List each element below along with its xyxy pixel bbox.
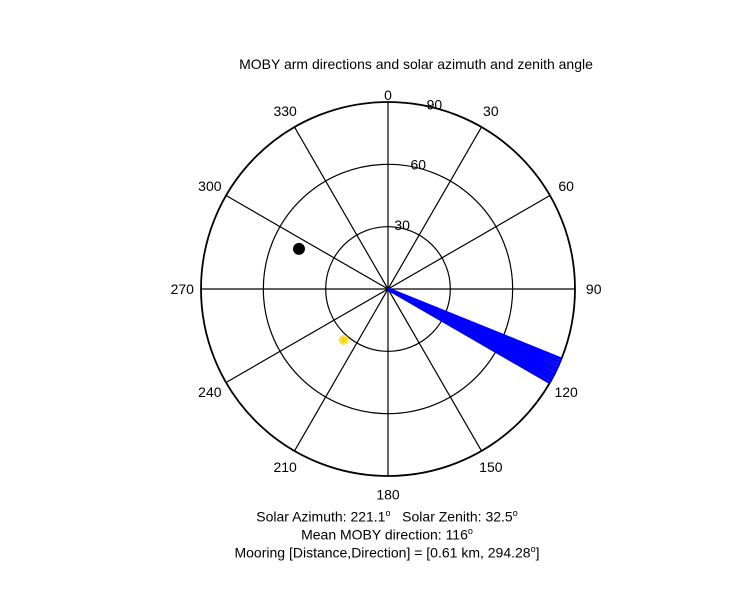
chart-title: MOBY arm directions and solar azimuth an… (239, 56, 593, 72)
angle-tick-label: 60 (558, 178, 574, 194)
mooring-close-bracket: ] (535, 544, 540, 561)
data-marks (292, 242, 562, 384)
solar-azimuth-label: Solar Azimuth: (256, 508, 347, 525)
mean-direction-caption: Mean MOBY direction: 116o (0, 526, 750, 543)
angle-tick-label: 240 (198, 384, 222, 400)
solar-zenith-value: 32.5 (485, 508, 513, 525)
sun-position-marker (338, 334, 349, 345)
degree-sign: o (530, 544, 536, 554)
angle-tick-label: 0 (384, 87, 392, 103)
degree-sign: o (385, 508, 391, 518)
angle-tick-labels: 0 30 60 90 120 150 180 210 240 270 300 330 (171, 87, 602, 503)
angle-tick-label: 210 (273, 459, 297, 475)
mooring-value: [0.61 km, 294.28 (426, 544, 531, 561)
sun-marker-stroke (339, 335, 348, 345)
mean-direction-value: 116 (445, 526, 468, 543)
degree-sign: o (512, 508, 518, 518)
radial-tick-label: 60 (410, 157, 426, 173)
solar-zenith-label: Solar Zenith: (402, 508, 482, 525)
degree-sign: o (467, 526, 473, 536)
radial-tick-labels: 30 60 90 (394, 96, 442, 232)
mooring-position-marker (292, 242, 305, 255)
mean-direction-label: Mean MOBY direction: (301, 526, 442, 543)
mooring-label: Mooring [Distance,Direction] = (234, 544, 423, 561)
radial-tick-label: 90 (427, 96, 443, 112)
angle-tick-label: 300 (198, 178, 222, 194)
angle-tick-label: 180 (376, 487, 400, 503)
angle-tick-label: 90 (586, 281, 602, 297)
angle-tick-label: 330 (273, 103, 297, 119)
angle-tick-label: 150 (479, 459, 503, 475)
angle-tick-label: 30 (483, 103, 499, 119)
angle-tick-label: 120 (554, 384, 578, 400)
solar-azimuth-value: 221.1 (350, 508, 386, 525)
solar-caption: Solar Azimuth: 221.1o Solar Zenith: 32.5… (0, 508, 750, 525)
angle-tick-label: 270 (171, 281, 195, 297)
mooring-caption: Mooring [Distance,Direction] = [0.61 km,… (0, 544, 750, 561)
moby-arm-direction-line (387, 287, 551, 384)
radial-tick-label: 30 (394, 217, 410, 233)
